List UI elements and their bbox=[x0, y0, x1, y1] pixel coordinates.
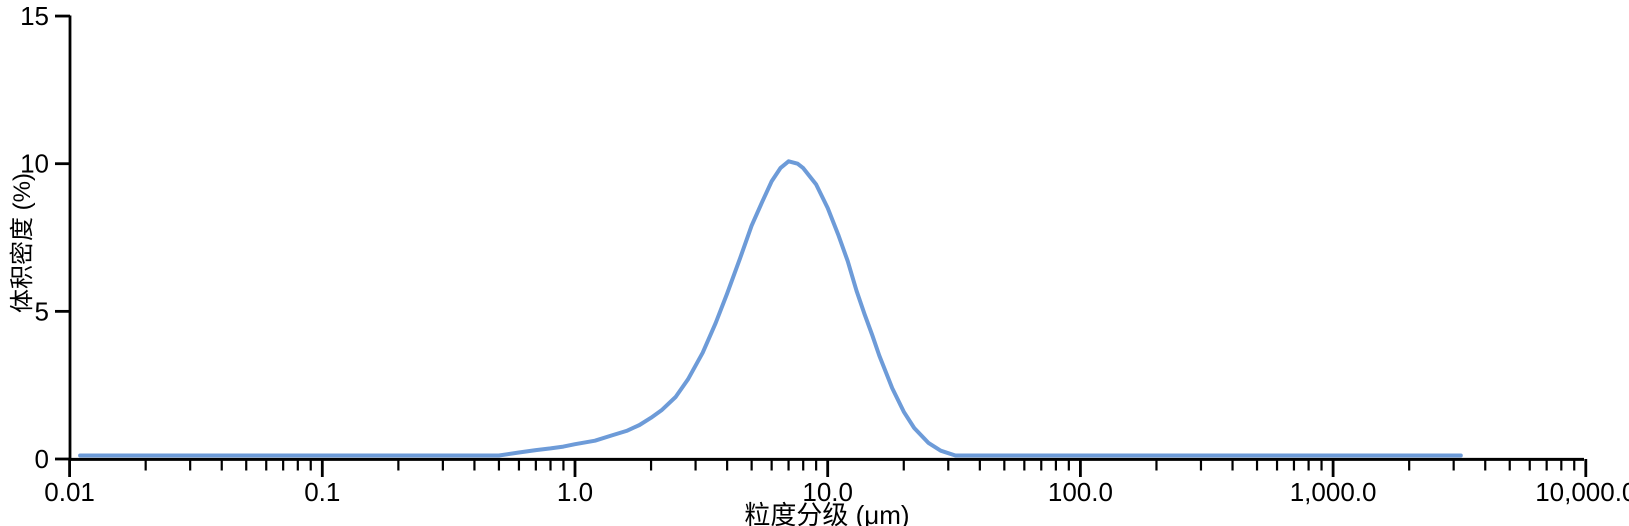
y-tick-label: 15 bbox=[20, 1, 49, 31]
volume-density-curve bbox=[78, 159, 1463, 458]
x-tick-label: 100.0 bbox=[1048, 477, 1113, 507]
x-axis-title: 粒度分级 (μm) bbox=[744, 500, 909, 526]
x-tick-label: 10.0 bbox=[802, 477, 853, 507]
tick-labels: 0.01 0.1 1.0 10.0 100.0 1,000.0 10,000.0 0 5 10 15 bbox=[20, 1, 1629, 507]
y-axis-title: 体积密度 (%) bbox=[9, 173, 36, 313]
axis-ticks bbox=[55, 14, 1588, 477]
x-tick-label: 1.0 bbox=[557, 477, 593, 507]
x-tick-label: 1,000.0 bbox=[1290, 477, 1377, 507]
x-tick-label: 0.1 bbox=[304, 477, 340, 507]
x-tick-label: 0.01 bbox=[44, 477, 95, 507]
y-tick-label: 10 bbox=[20, 149, 49, 179]
y-tick-label: 0 bbox=[35, 444, 49, 474]
y-tick-label: 5 bbox=[35, 296, 49, 326]
x-tick-label: 10,000.0 bbox=[1535, 477, 1629, 507]
